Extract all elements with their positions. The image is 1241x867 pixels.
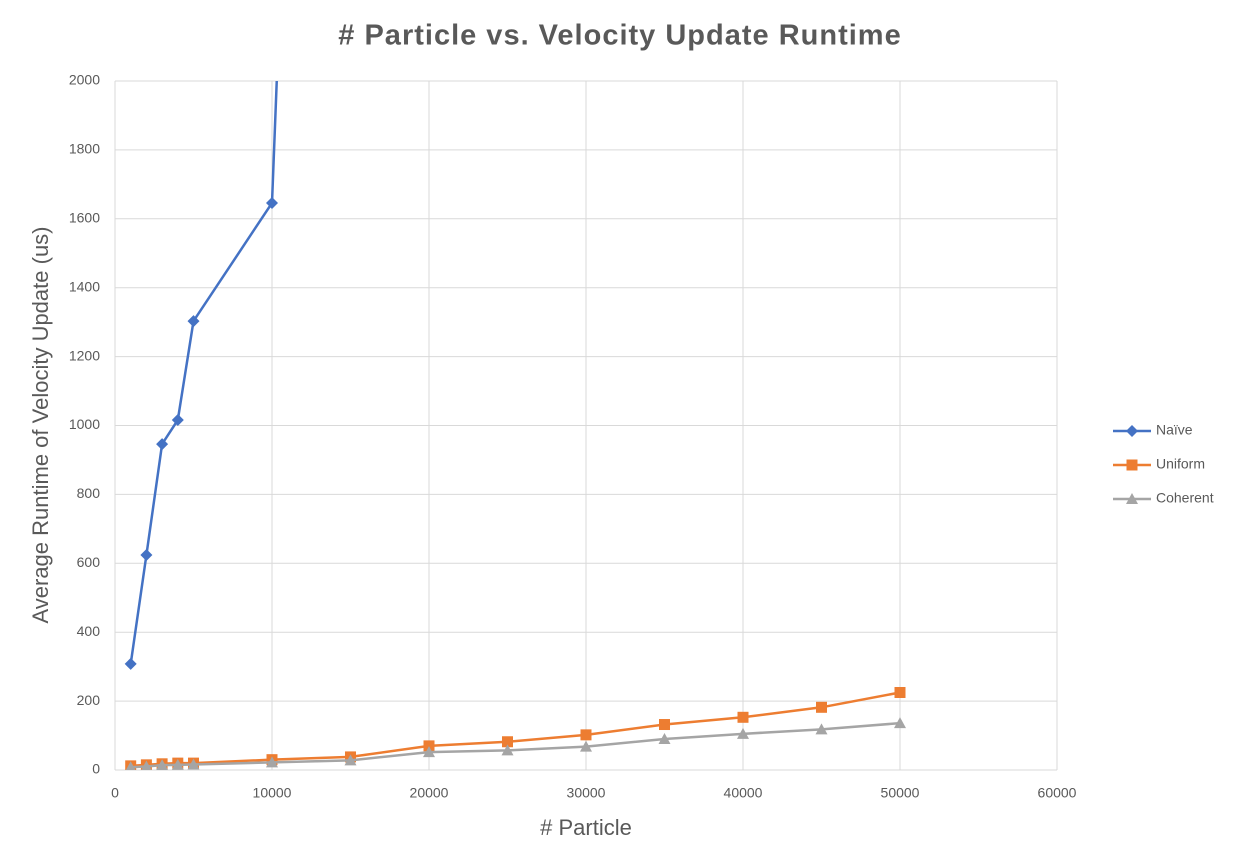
marker (171, 413, 184, 426)
marker (894, 686, 906, 698)
marker (266, 196, 278, 209)
marker (1126, 493, 1138, 504)
legend-label: Naïve (1156, 422, 1193, 438)
marker (423, 740, 435, 752)
legend-label: Uniform (1156, 456, 1205, 472)
legend-label: Coherent (1156, 490, 1214, 506)
marker (187, 758, 200, 770)
marker (171, 758, 184, 770)
marker (141, 760, 152, 770)
y-tick-label: 1400 (69, 278, 100, 294)
marker (737, 711, 749, 723)
marker (815, 723, 828, 735)
y-tick-label: 0 (92, 761, 100, 777)
x-tick-label: 20000 (410, 785, 449, 801)
y-tick-label: 1200 (69, 347, 100, 363)
marker (580, 740, 592, 752)
y-tick-label: 400 (77, 623, 101, 639)
marker (1126, 425, 1138, 437)
marker (187, 315, 200, 328)
x-tick-label: 30000 (567, 785, 606, 801)
x-tick-label: 10000 (253, 785, 292, 801)
marker (501, 744, 514, 756)
marker (580, 729, 592, 741)
x-tick-label: 60000 (1038, 785, 1077, 801)
legend: Naïve Uniform Coherent (1113, 422, 1214, 506)
chart-title: # Particle vs. Velocity Update Runtime (338, 20, 901, 52)
marker (156, 438, 169, 451)
marker (659, 719, 670, 731)
x-axis-label: # Particle (540, 815, 632, 840)
y-tick-label: 800 (77, 485, 101, 501)
series-line (129, 81, 278, 665)
marker (502, 736, 513, 748)
x-tick-label: 0 (111, 785, 119, 801)
marker (816, 701, 827, 713)
marker (423, 746, 435, 758)
x-tick-label: 50000 (881, 785, 920, 801)
y-tick-label: 1600 (69, 210, 100, 226)
marker (894, 717, 906, 729)
marker (156, 759, 169, 770)
y-axis-label: Average Runtime of Velocity Update (us) (28, 226, 53, 623)
y-tick-label: 1000 (69, 416, 100, 432)
y-tick-label: 2000 (69, 72, 100, 88)
x-tick-label: 40000 (724, 785, 763, 801)
marker (124, 657, 137, 670)
marker (737, 727, 749, 739)
y-tick-label: 1800 (69, 141, 100, 157)
y-tick-label: 200 (77, 692, 101, 708)
series-line (130, 691, 901, 768)
marker (140, 549, 153, 562)
marker (1126, 459, 1138, 471)
marker (344, 754, 357, 766)
plot-area (124, 81, 906, 770)
marker (658, 732, 671, 744)
marker (125, 761, 136, 770)
y-tick-label: 600 (77, 554, 101, 570)
marker (266, 756, 278, 768)
